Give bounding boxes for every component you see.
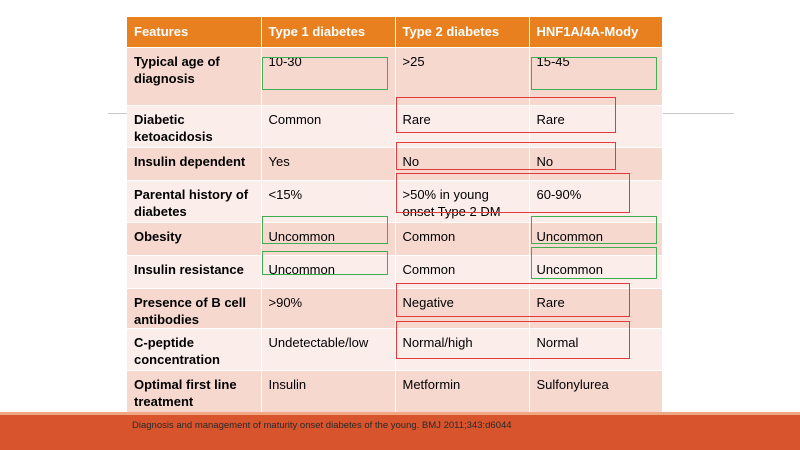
- table-header-row: Features Type 1 diabetes Type 2 diabetes…: [127, 17, 663, 47]
- mody-cell: Rare: [529, 287, 663, 328]
- header-mody: HNF1A/4A-Mody: [529, 17, 663, 47]
- type1-cell: Uncommon: [261, 221, 396, 255]
- type2-cell: Metformin: [395, 369, 530, 412]
- divider-right: [662, 113, 734, 114]
- table-row: Insulin dependent Yes No No: [127, 146, 663, 180]
- type2-cell: Rare: [395, 104, 530, 147]
- type1-cell: Uncommon: [261, 254, 396, 288]
- table-row: Diabetic ketoacidosis Common Rare Rare: [127, 104, 663, 147]
- table-row: Typical age of diagnosis 10-30 >25 15-45: [127, 46, 663, 105]
- type2-cell: Common: [395, 221, 530, 255]
- comparison-table: Features Type 1 diabetes Type 2 diabetes…: [127, 17, 663, 412]
- table-row: Insulin resistance Uncommon Common Uncom…: [127, 254, 663, 288]
- type1-cell: >90%: [261, 287, 396, 328]
- type1-cell: Yes: [261, 146, 396, 180]
- feature-cell: Insulin dependent: [127, 146, 262, 180]
- mody-cell: Uncommon: [529, 254, 663, 288]
- mody-cell: Sulfonylurea: [529, 369, 663, 412]
- header-type2: Type 2 diabetes: [395, 17, 530, 47]
- mody-cell: Rare: [529, 104, 663, 147]
- type2-cell: No: [395, 146, 530, 180]
- type2-cell: Common: [395, 254, 530, 288]
- table-row: Presence of B cell antibodies >90% Negat…: [127, 287, 663, 328]
- header-type1: Type 1 diabetes: [261, 17, 396, 47]
- feature-cell: Parental history of diabetes: [127, 179, 262, 222]
- type2-cell: >25: [395, 46, 530, 105]
- mody-cell: 60-90%: [529, 179, 663, 222]
- feature-cell: Diabetic ketoacidosis: [127, 104, 262, 147]
- table-row: Obesity Uncommon Common Uncommon: [127, 221, 663, 255]
- mody-cell: Normal: [529, 327, 663, 370]
- mody-cell: 15-45: [529, 46, 663, 105]
- feature-cell: Optimal first line treatment: [127, 369, 262, 412]
- feature-cell: C-peptide concentration: [127, 327, 262, 370]
- feature-cell: Obesity: [127, 221, 262, 255]
- type1-cell: Insulin: [261, 369, 396, 412]
- type1-cell: <15%: [261, 179, 396, 222]
- type2-cell: Negative: [395, 287, 530, 328]
- type1-cell: Undetectable/low: [261, 327, 396, 370]
- header-features: Features: [127, 17, 262, 47]
- divider-left: [108, 113, 128, 114]
- mody-cell: Uncommon: [529, 221, 663, 255]
- citation-text: Diagnosis and management of maturity ons…: [132, 420, 512, 431]
- footer-stripe: [0, 412, 800, 415]
- table-row: C-peptide concentration Undetectable/low…: [127, 327, 663, 370]
- footer-bar: [0, 415, 800, 450]
- feature-cell: Presence of B cell antibodies: [127, 287, 262, 328]
- type1-cell: 10-30: [261, 46, 396, 105]
- feature-cell: Insulin resistance: [127, 254, 262, 288]
- table-row: Optimal first line treatment Insulin Met…: [127, 369, 663, 412]
- type1-cell: Common: [261, 104, 396, 147]
- table-row: Parental history of diabetes <15% >50% i…: [127, 179, 663, 222]
- type2-cell: >50% in young onset Type 2 DM: [395, 179, 530, 222]
- mody-cell: No: [529, 146, 663, 180]
- feature-cell: Typical age of diagnosis: [127, 46, 262, 105]
- type2-cell: Normal/high: [395, 327, 530, 370]
